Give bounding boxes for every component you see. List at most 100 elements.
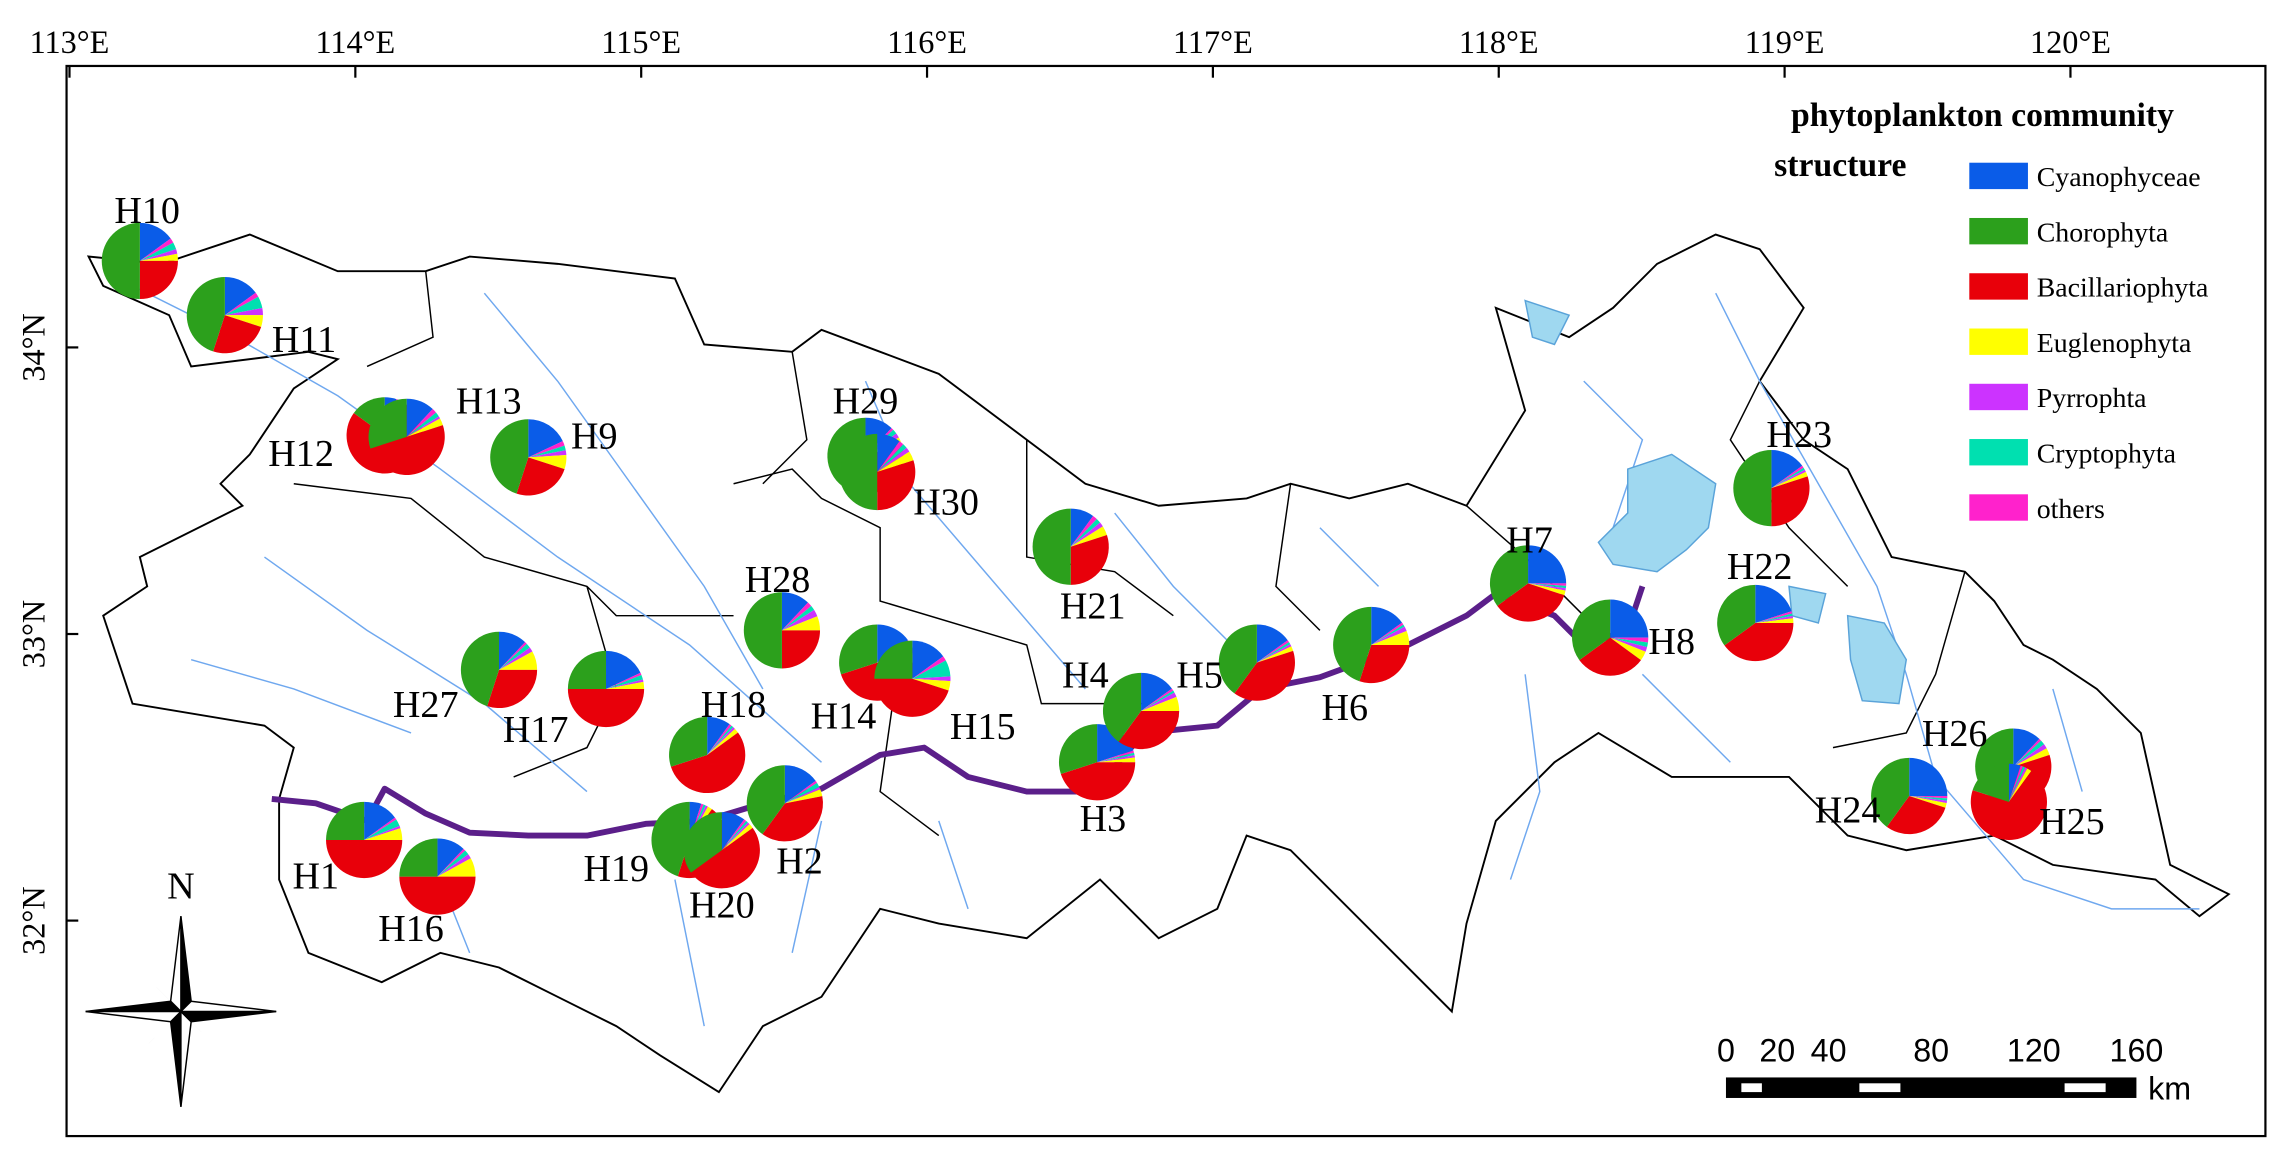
pie-slice <box>1909 795 1948 799</box>
site-label: H14 <box>811 696 877 738</box>
site-label: H1 <box>292 855 339 897</box>
pie-slice <box>1359 645 1410 684</box>
site-label: H18 <box>701 684 767 726</box>
lon-label: 120°E <box>2030 24 2111 60</box>
site-pie <box>368 398 445 475</box>
pie-slice <box>437 838 464 877</box>
pie-slice <box>1032 508 1071 585</box>
pie-slice <box>1755 613 1793 624</box>
site-pie <box>326 801 403 879</box>
pie-slice <box>2008 763 2021 802</box>
rivers <box>117 277 2200 1027</box>
legend-title: structure <box>1774 147 1906 184</box>
pie-slice <box>528 419 563 458</box>
site-label: H5 <box>1176 655 1223 697</box>
pie-slice <box>690 827 760 889</box>
lon-label: 114°E <box>315 24 395 60</box>
pie-slice <box>707 725 734 755</box>
pie-slice <box>364 825 401 840</box>
pie-slice <box>784 782 820 804</box>
site-label: H10 <box>114 190 180 232</box>
site-pie <box>683 812 760 889</box>
pie-slice <box>912 656 946 679</box>
site-label: H26 <box>1922 713 1988 755</box>
site-pie <box>1572 599 1649 676</box>
pie-slice <box>1610 599 1649 638</box>
pie-slice <box>399 876 476 915</box>
pie-slice <box>1909 757 1948 796</box>
pie-slice <box>1070 515 1097 547</box>
pie-slice <box>1070 535 1109 585</box>
lakes <box>1524 299 1908 705</box>
pie-slice <box>2008 765 2023 802</box>
site-pie <box>1333 606 1410 684</box>
scale-segment <box>2064 1083 2106 1093</box>
pie-slice <box>781 616 821 631</box>
pie-slice <box>1717 584 1756 646</box>
pie-slice <box>499 647 533 670</box>
pie-slice <box>784 765 816 804</box>
site-pie <box>460 631 538 709</box>
site-label: H15 <box>950 706 1016 748</box>
pie-slice <box>364 817 397 840</box>
pie-slice <box>1070 522 1103 547</box>
site-label: H7 <box>1506 520 1553 562</box>
pie-slice <box>364 819 400 840</box>
pie-slice <box>224 296 263 316</box>
site-pie <box>1871 757 1948 835</box>
pie-slice <box>1218 624 1257 694</box>
site-pie <box>1489 545 1567 622</box>
pie-slice <box>721 824 753 851</box>
pie-slice <box>1497 583 1565 622</box>
site-label: H23 <box>1766 414 1832 456</box>
pie-slice <box>460 631 499 707</box>
site-label: H8 <box>1648 621 1695 663</box>
pie-slice <box>670 732 746 794</box>
site-label: H25 <box>2039 801 2105 843</box>
pie-slice <box>406 412 439 437</box>
pie-slice <box>370 425 445 475</box>
pie-slice <box>437 858 476 877</box>
pie-slice <box>1572 599 1611 661</box>
pie-slice <box>1097 757 1136 763</box>
pie-slice <box>784 780 818 804</box>
pie-slice <box>139 222 171 261</box>
pie-slice <box>2013 738 2042 767</box>
lon-label: 117°E <box>1173 24 1253 60</box>
pie-slice <box>762 796 823 842</box>
legend-swatch <box>1969 328 2028 355</box>
pie-slice <box>1909 795 1947 808</box>
pie-slice <box>224 308 263 316</box>
site-label: H17 <box>503 709 569 751</box>
site-pie <box>1733 450 1810 527</box>
site-label: H9 <box>571 416 618 458</box>
pie-slice <box>528 441 565 458</box>
site-label: H13 <box>456 380 522 422</box>
site-label: H30 <box>913 482 979 524</box>
pie-slice <box>437 854 471 877</box>
pie-slice <box>2013 740 2045 767</box>
pie-slice <box>1333 606 1372 682</box>
pie-slice <box>528 445 566 458</box>
pie-slice <box>2013 728 2040 767</box>
pie-slice <box>743 592 782 669</box>
legend: phytoplankton community structure Cyanop… <box>1774 97 2208 525</box>
pie-slice <box>1489 545 1529 606</box>
pie-slice <box>1771 469 1806 489</box>
pie-slice <box>437 848 466 877</box>
pie-slice <box>683 812 722 873</box>
pie-slice <box>912 678 951 691</box>
pie-slice <box>1909 795 1948 804</box>
legend-label: Bacillariophyta <box>2037 273 2209 304</box>
pie-slice <box>1771 467 1805 489</box>
pie-slice <box>1528 583 1566 591</box>
legend-swatch <box>1969 439 2028 466</box>
pie-slice <box>707 727 735 755</box>
pie-slice <box>139 253 178 261</box>
pie-slice <box>1755 584 1792 624</box>
pie-slice <box>1097 752 1135 763</box>
scale-label: 20 <box>1759 1032 1795 1068</box>
pie-slice <box>1771 465 1804 489</box>
pie-slice <box>1141 692 1177 711</box>
